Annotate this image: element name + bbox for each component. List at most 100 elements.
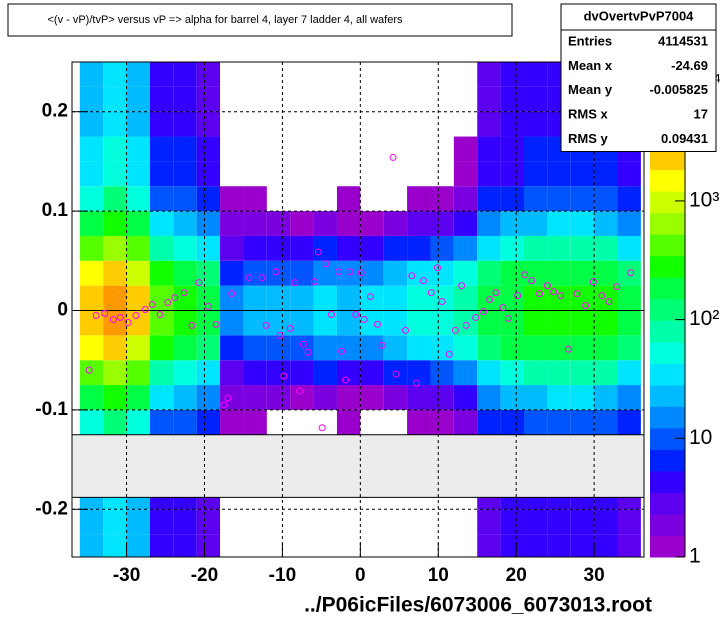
- heatmap-cell: [336, 385, 361, 410]
- heatmap-cell: [314, 534, 337, 559]
- color-bar-segment: [650, 427, 685, 450]
- heatmap-cell: [243, 310, 267, 336]
- heatmap-cell: [453, 235, 478, 261]
- heatmap-cell: [173, 360, 197, 386]
- heatmap-cell: [430, 260, 454, 286]
- heatmap-cell: [523, 509, 548, 535]
- plot-area: [72, 62, 644, 559]
- x-tick-label: -30: [113, 565, 140, 586]
- heatmap-cell: [523, 534, 548, 557]
- heatmap-cell: [103, 534, 127, 557]
- heatmap-cell: [360, 385, 384, 410]
- heatmap-cell: [220, 534, 243, 559]
- heatmap-cell: [523, 360, 548, 386]
- heatmap-cell: [570, 211, 595, 236]
- heatmap-cell: [384, 87, 407, 112]
- heatmap-cell: [79, 335, 104, 361]
- heatmap-cell: [594, 260, 618, 286]
- title-box: [7, 3, 513, 37]
- heatmap-cell: [196, 509, 221, 535]
- profile-marker: [389, 153, 397, 161]
- heatmap-cell: [547, 509, 571, 535]
- heatmap-cell: [384, 410, 407, 435]
- heatmap-cell: [477, 310, 501, 336]
- heatmap-cell: [453, 285, 478, 311]
- profile-marker: [408, 272, 416, 280]
- profile-marker: [521, 271, 529, 279]
- heatmap-cell: [523, 111, 548, 137]
- heatmap-cell: [430, 534, 453, 559]
- profile-marker: [228, 290, 236, 298]
- heatmap-cell: [126, 211, 150, 236]
- heatmap-cell: [407, 409, 431, 435]
- heatmap-cell: [243, 211, 267, 236]
- heatmap-cell: [430, 385, 454, 410]
- heatmap-cell: [500, 409, 524, 435]
- heatmap-cell: [220, 62, 243, 87]
- heatmap-cell: [149, 86, 174, 112]
- heatmap-cell: [103, 310, 127, 336]
- heatmap-cell: [454, 87, 477, 112]
- heatmap-cell: [313, 335, 337, 361]
- heatmap-cell: [290, 186, 313, 211]
- heatmap-cell: [290, 62, 313, 87]
- heatmap-cell: [196, 211, 221, 236]
- z-tick-label: 1: [689, 545, 701, 568]
- heatmap-cell: [243, 385, 267, 410]
- heatmap-cell: [430, 235, 454, 261]
- profile-marker: [85, 366, 93, 374]
- heatmap-cell: [126, 409, 150, 435]
- heatmap-cell: [547, 360, 571, 386]
- x-tick-label: -20: [191, 565, 218, 586]
- heatmap-cell: [407, 310, 431, 336]
- heatmap-cell: [196, 310, 221, 336]
- heatmap-cell: [266, 335, 291, 361]
- color-bar-segment: [650, 212, 685, 235]
- heatmap-cell: [149, 285, 174, 311]
- heatmap-cell: [360, 285, 384, 311]
- heatmap-cell: [430, 62, 453, 87]
- profile-marker: [164, 299, 172, 307]
- profile-marker: [291, 279, 299, 287]
- heatmap-cell: [290, 211, 314, 236]
- heatmap-cell: [266, 285, 291, 311]
- heatmap-cell: [500, 310, 524, 336]
- heatmap-cell: [617, 235, 641, 261]
- heatmap-cell: [243, 137, 266, 162]
- heatmap-cell: [594, 186, 618, 212]
- profile-marker: [598, 292, 606, 300]
- profile-marker: [132, 311, 140, 319]
- heatmap-cell: [266, 235, 291, 261]
- heatmap-cell: [407, 335, 431, 361]
- profile-marker: [412, 379, 420, 387]
- heatmap-cell: [267, 186, 290, 211]
- color-bar-segment: [650, 255, 685, 278]
- heatmap-cell: [173, 534, 197, 557]
- heatmap-cell: [173, 136, 197, 162]
- heatmap-cell: [430, 509, 453, 534]
- heatmap-cell: [313, 235, 337, 261]
- heatmap-cell: [617, 285, 641, 311]
- heatmap-cell: [267, 87, 290, 112]
- heatmap-cell: [79, 86, 104, 112]
- heatmap-cell: [126, 235, 150, 261]
- heatmap-cell: [500, 235, 524, 261]
- heatmap-cell: [383, 310, 408, 336]
- heatmap-cell: [594, 285, 618, 311]
- heatmap-cell: [453, 360, 478, 386]
- heatmap-cell: [313, 310, 337, 336]
- profile-marker: [148, 301, 156, 309]
- heatmap-cell: [360, 62, 383, 87]
- profile-marker: [543, 282, 551, 290]
- heatmap-cell: [500, 335, 524, 361]
- heatmap-cell: [103, 260, 127, 286]
- stats-label: Mean x: [568, 58, 613, 73]
- y-tick-label: 0.2: [42, 101, 68, 122]
- heatmap-cell: [407, 112, 430, 137]
- heatmap-cell: [126, 62, 150, 87]
- profile-marker: [360, 315, 368, 323]
- heatmap-cell: [383, 285, 408, 311]
- stats-label: Mean y: [568, 82, 613, 97]
- heatmap-cell: [547, 186, 571, 212]
- profile-marker: [582, 302, 590, 310]
